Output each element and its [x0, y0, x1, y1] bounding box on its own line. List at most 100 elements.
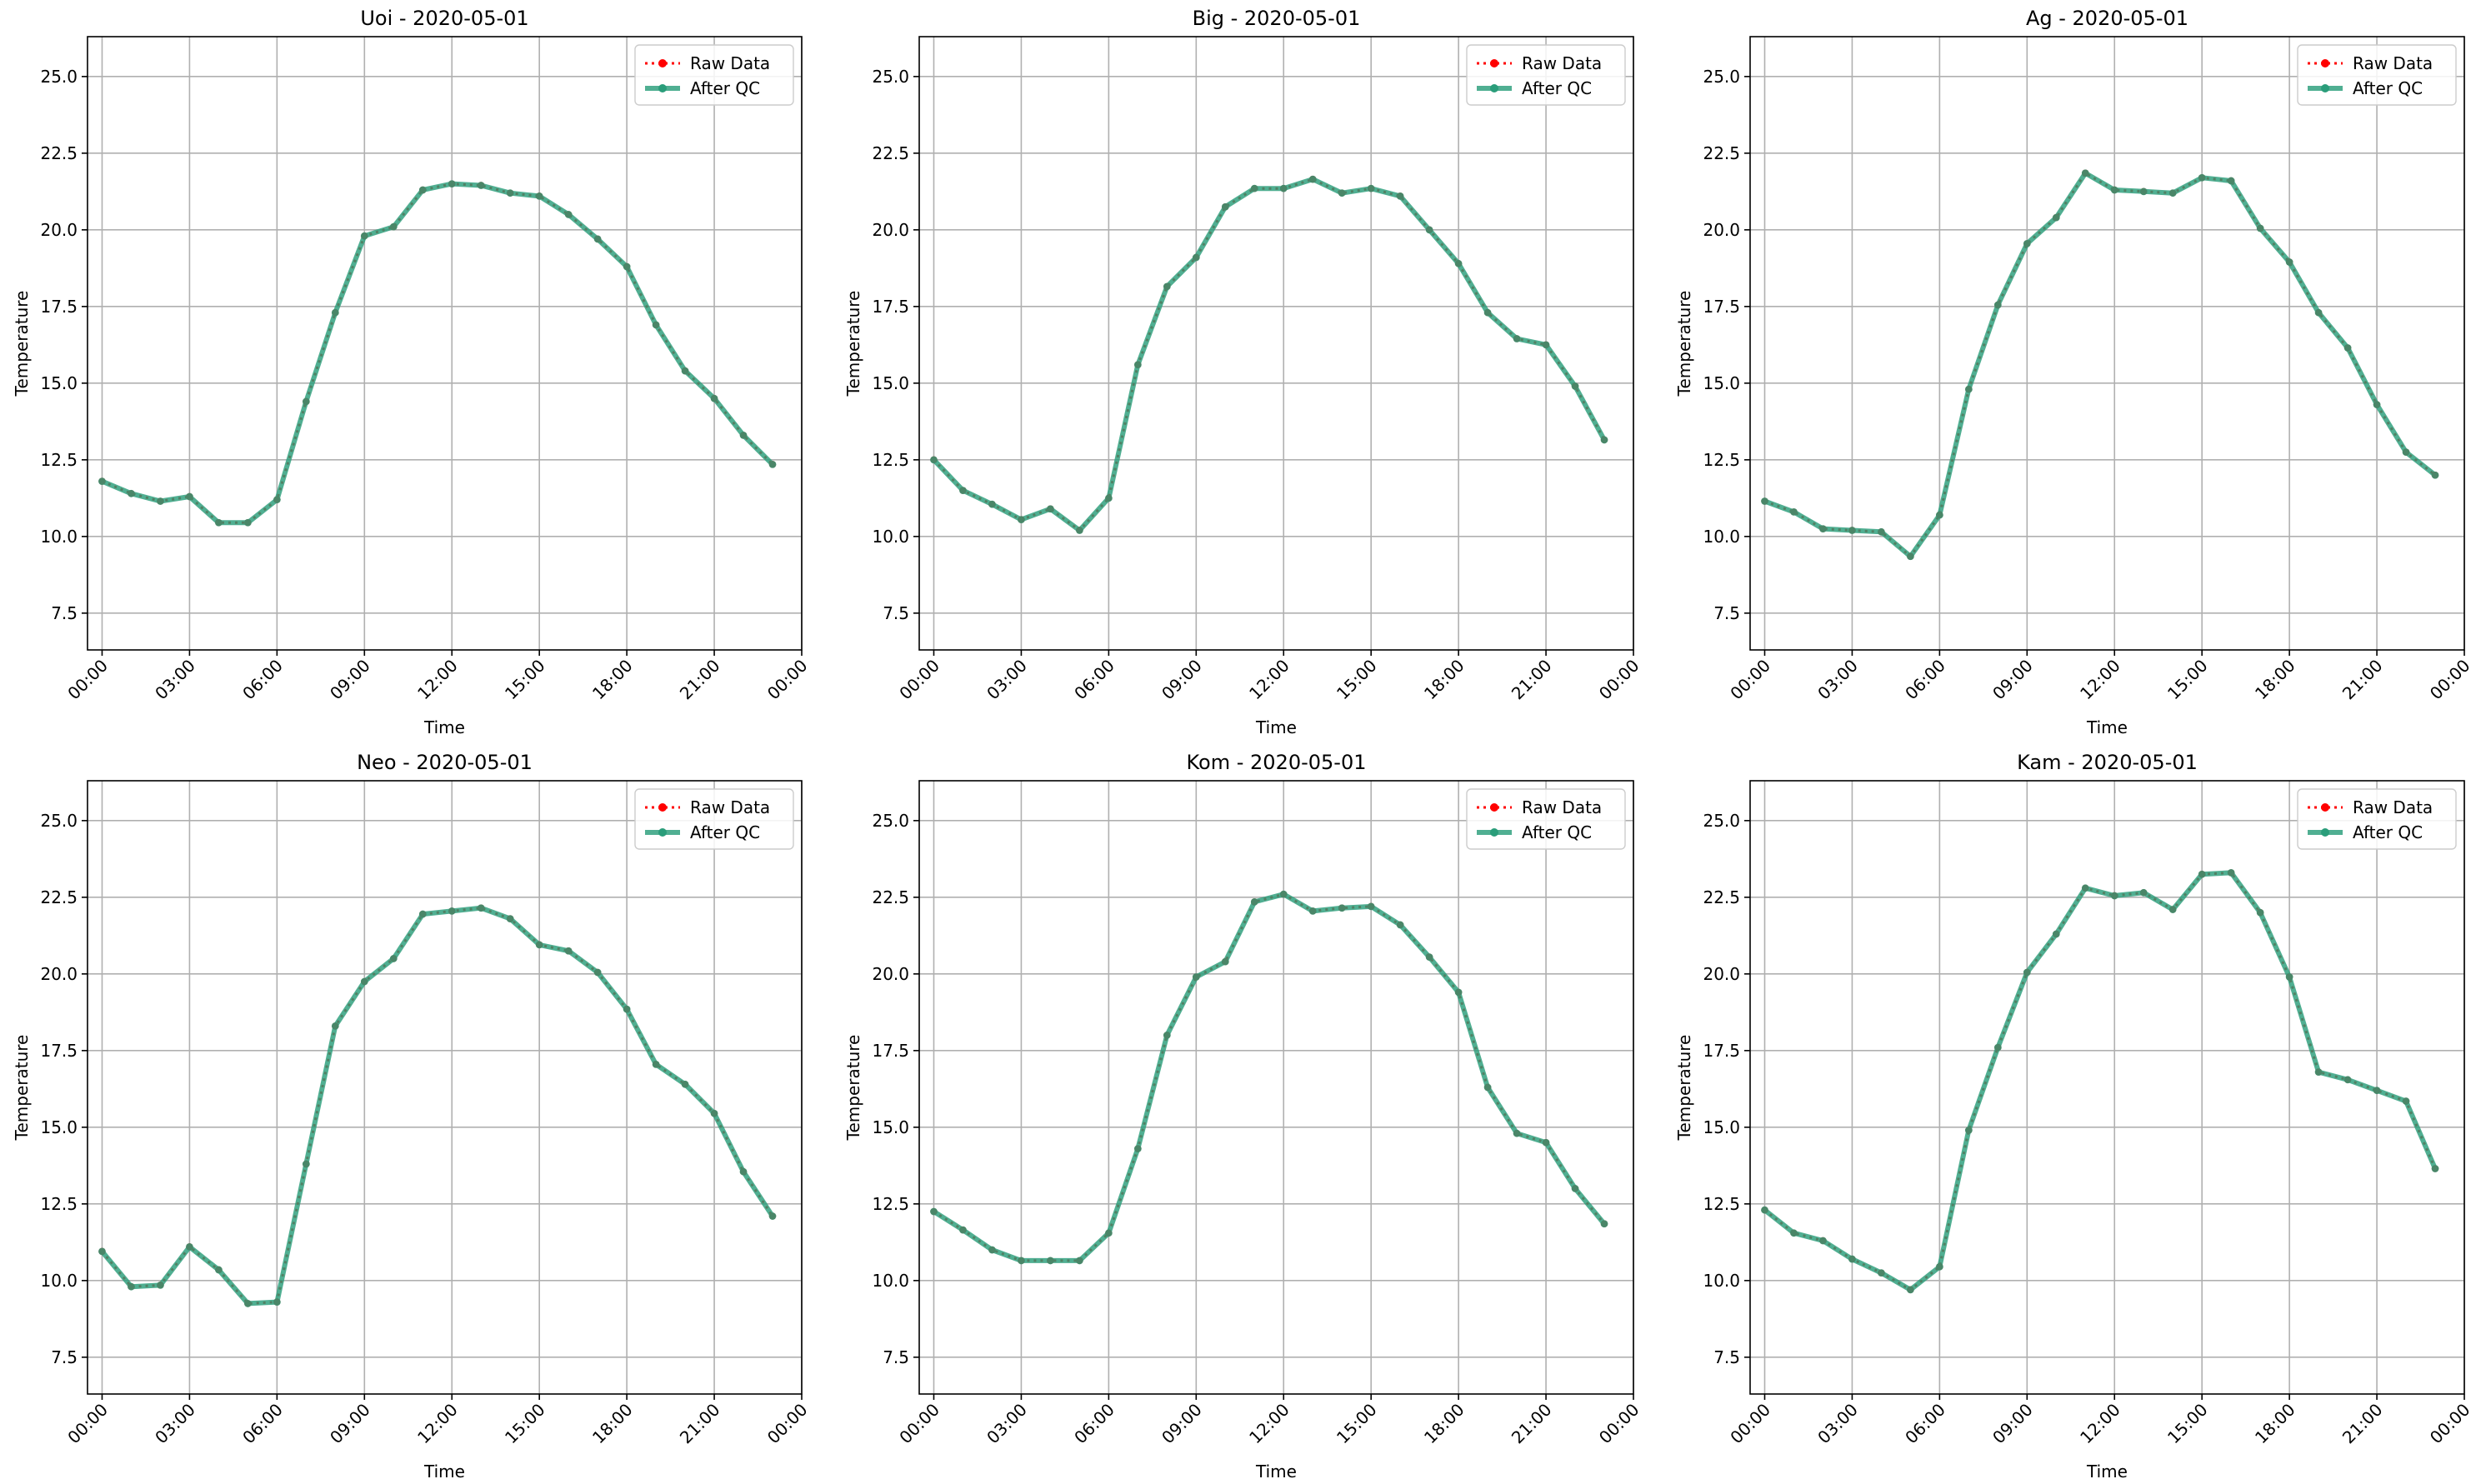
after-qc-point — [988, 500, 996, 508]
after-qc-point — [1513, 335, 1521, 342]
after-qc-point — [739, 432, 748, 439]
x-tick-label: 12:00 — [413, 656, 462, 704]
x-tick-label: 09:00 — [1158, 656, 1206, 704]
after-qc-point — [273, 1298, 281, 1306]
after-qc-line — [1763, 870, 2438, 1292]
x-tick-label: 18:00 — [588, 656, 637, 704]
y-tick-label: 20.0 — [872, 220, 909, 240]
after-qc-line — [932, 892, 1607, 1263]
legend-raw-marker — [1490, 59, 1498, 67]
x-tick-label: 12:00 — [1245, 1400, 1293, 1448]
y-tick-label: 25.0 — [872, 67, 909, 87]
after-qc-point — [1396, 192, 1404, 200]
after-qc-point — [1935, 1262, 1943, 1271]
y-tick-label: 7.5 — [1713, 603, 1740, 623]
after-qc-point — [593, 235, 602, 243]
y-tick-label: 10.0 — [1703, 1271, 1740, 1291]
x-tick-label: 06:00 — [1901, 656, 1949, 704]
x-axis-label: Time — [2086, 1462, 2128, 1482]
x-tick-label: 18:00 — [2251, 1400, 2299, 1448]
after-qc-point — [1571, 1185, 1579, 1192]
legend-qc-marker — [2321, 84, 2329, 92]
y-tick-label: 7.5 — [883, 1347, 909, 1367]
after-qc-point — [360, 977, 368, 986]
x-tick-label: 00:00 — [1595, 1400, 1643, 1448]
legend-qc-label: After QC — [690, 78, 760, 98]
x-tick-label: 12:00 — [2076, 656, 2124, 704]
x-tick-label: 03:00 — [1813, 656, 1862, 704]
y-axis-label: Temperature — [12, 291, 32, 397]
after-qc-point — [1338, 904, 1346, 912]
after-qc-point — [1819, 525, 1827, 533]
after-qc-point — [2023, 968, 2031, 977]
y-tick-label: 15.0 — [872, 1117, 909, 1137]
subplot-5: 00:00 03:00 06:00 09:00 12:00 15:00 18:00 21:00… — [843, 751, 1643, 1482]
after-qc-point — [2314, 1068, 2323, 1076]
legend-qc-label: After QC — [690, 822, 760, 842]
y-tick-label: 17.5 — [872, 297, 909, 317]
y-tick-label: 15.0 — [1703, 1117, 1740, 1137]
x-tick-label: 00:00 — [1726, 656, 1774, 704]
after-qc-point — [2373, 401, 2381, 408]
y-tick-label: 17.5 — [1703, 297, 1740, 317]
y-tick-label: 25.0 — [40, 67, 78, 87]
after-qc-point — [2198, 870, 2206, 878]
after-qc-point — [2081, 884, 2089, 892]
y-tick-label: 10.0 — [1703, 527, 1740, 547]
axes-frame — [918, 36, 1634, 651]
x-tick-label: 00:00 — [763, 1400, 812, 1448]
after-qc-point — [1018, 516, 1025, 523]
x-tick-label: 00:00 — [895, 656, 943, 704]
x-tick-label: 00:00 — [763, 656, 812, 704]
after-qc-point — [186, 1242, 193, 1251]
y-tick-label: 20.0 — [40, 220, 78, 240]
x-tick-label: 00:00 — [1726, 1400, 1774, 1448]
x-tick-label: 18:00 — [588, 1400, 637, 1448]
after-qc-point — [1906, 1286, 1914, 1294]
x-tick-label: 03:00 — [983, 656, 1031, 704]
after-qc-point — [739, 1167, 748, 1176]
y-tick-label: 17.5 — [40, 297, 78, 317]
y-tick-label: 15.0 — [40, 1117, 78, 1137]
x-tick-label: 21:00 — [1508, 656, 1556, 704]
after-qc-point — [2023, 240, 2031, 247]
after-qc-point — [1047, 505, 1054, 513]
after-qc-point — [506, 915, 514, 922]
x-tick-label: 06:00 — [238, 656, 287, 704]
after-qc-point — [1848, 527, 1856, 534]
x-tick-label: 03:00 — [983, 1400, 1031, 1448]
y-axis-label: Temperature — [843, 1035, 863, 1142]
after-qc-point — [1367, 184, 1375, 192]
legend-raw-marker — [658, 803, 667, 812]
after-qc-point — [1047, 1257, 1054, 1265]
legend-raw-label: Raw Data — [2353, 53, 2433, 73]
x-tick-label: 12:00 — [413, 1400, 462, 1448]
after-qc-point — [1906, 552, 1914, 561]
x-tick-label: 09:00 — [1988, 656, 2037, 704]
y-tick-label: 17.5 — [40, 1041, 78, 1061]
x-tick-label: 12:00 — [2076, 1400, 2124, 1448]
after-qc-point — [710, 394, 718, 402]
legend-qc-marker — [2321, 828, 2329, 837]
after-qc-point — [1571, 382, 1579, 390]
after-qc-point — [128, 1282, 135, 1291]
x-tick-label: 15:00 — [501, 1400, 549, 1448]
x-tick-label: 15:00 — [501, 656, 549, 704]
after-qc-point — [1878, 1269, 1885, 1277]
after-qc-point — [1761, 497, 1768, 505]
after-qc-line — [101, 181, 775, 526]
after-qc-point — [535, 941, 543, 949]
y-tick-label: 25.0 — [872, 811, 909, 831]
after-qc-point — [1513, 1129, 1521, 1137]
legend-raw-marker — [1490, 803, 1498, 812]
after-qc-point — [243, 518, 252, 527]
after-qc-point — [2285, 973, 2293, 981]
y-tick-label: 15.0 — [1703, 373, 1740, 393]
after-qc-point — [623, 262, 631, 271]
y-tick-label: 12.5 — [1703, 450, 1740, 470]
after-qc-point — [2402, 448, 2410, 457]
y-tick-label: 22.5 — [1703, 143, 1740, 163]
after-qc-point — [331, 308, 339, 317]
y-axis-label: Temperature — [1674, 1035, 1694, 1142]
